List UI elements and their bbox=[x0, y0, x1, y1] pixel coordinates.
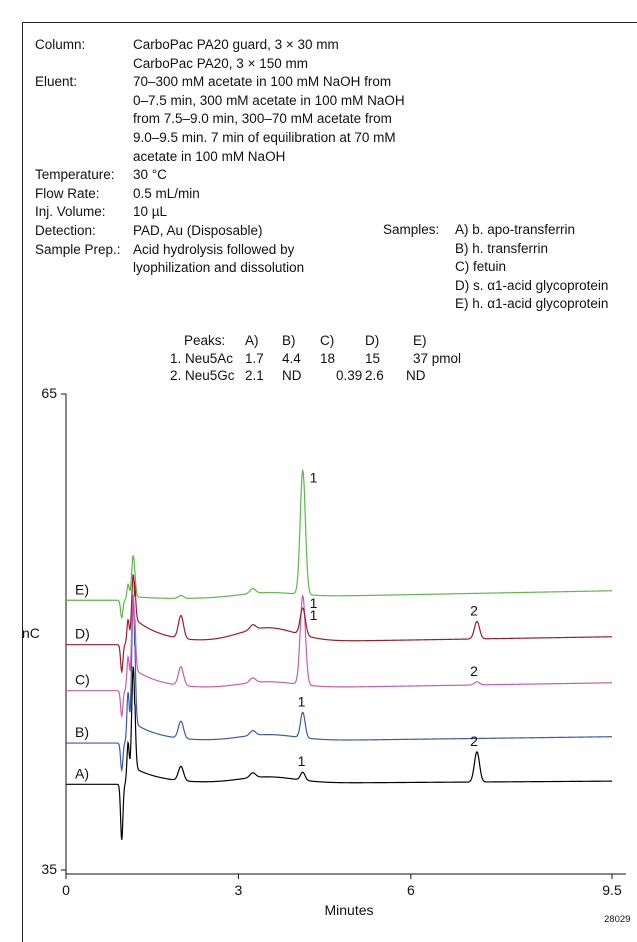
figure-frame bbox=[22, 22, 637, 942]
sample-item: D) s. α1-acid glycoprotein bbox=[455, 277, 609, 293]
figure-id: 28029 bbox=[604, 914, 630, 925]
samples-label: Samples: bbox=[383, 222, 440, 237]
trace-b bbox=[66, 598, 613, 773]
peaks-header-cell: B) bbox=[282, 333, 296, 348]
x-axis-label: Minutes bbox=[324, 902, 373, 918]
peak-label: 1 bbox=[310, 470, 318, 486]
peaks-header-cell: Peaks: bbox=[184, 333, 226, 348]
condition-value: 10 µL bbox=[133, 204, 168, 220]
peaks-cell: 1.7 bbox=[245, 350, 264, 366]
y-tick-label: 65 bbox=[41, 385, 57, 401]
x-tick-label: 6 bbox=[407, 882, 415, 898]
x-tick-label: 3 bbox=[235, 882, 243, 898]
sample-item: C) fetuin bbox=[455, 259, 507, 275]
chart-marks: A) 1 2 B) 1 C) 1 2 D) 1 2 E) 1 bbox=[75, 470, 478, 782]
peak-label: 2 bbox=[470, 733, 478, 749]
peaks-cell: 37 pmol bbox=[413, 350, 462, 366]
trace-label: A) bbox=[75, 765, 89, 781]
peaks-cell: ND bbox=[282, 368, 302, 383]
peaks-cell: 2.1 bbox=[245, 368, 264, 383]
peaks-cell: 1. Neu5Ac bbox=[170, 350, 234, 366]
condition-value: 9.0–9.5 min. 7 min of equilibration at 7… bbox=[133, 130, 396, 145]
peak-label: 2 bbox=[470, 602, 478, 618]
trace-a bbox=[66, 665, 612, 840]
condition-value: 30 °C bbox=[133, 167, 167, 183]
y-axis-label: nC bbox=[22, 625, 40, 641]
condition-label: Column: bbox=[35, 37, 86, 52]
peaks-cell: 15 bbox=[365, 350, 381, 366]
trace-c bbox=[66, 594, 613, 719]
condition-value: 70–300 mM acetate in 100 mM NaOH from bbox=[133, 74, 392, 90]
peaks-cell: 2.6 bbox=[365, 368, 384, 383]
x-tick-label: 9.5 bbox=[602, 882, 622, 898]
chart-axes: 65 35 0 3 6 9.5 Minutes nC 28029 bbox=[22, 385, 630, 925]
x-tick-label: 0 bbox=[62, 882, 70, 898]
sample-item: B) h. transferrin bbox=[455, 240, 549, 256]
condition-value: Acid hydrolysis followed by bbox=[133, 241, 295, 257]
condition-label: Eluent: bbox=[35, 74, 78, 90]
condition-value: PAD, Au (Disposable) bbox=[133, 223, 263, 238]
condition-value: lyophilization and dissolution bbox=[133, 260, 305, 276]
sample-item: E) h. α1-acid glycoprotein bbox=[455, 296, 609, 312]
peak-label: 1 bbox=[298, 693, 306, 709]
y-tick-label: 35 bbox=[41, 861, 57, 877]
trace-d bbox=[66, 573, 613, 674]
chart-traces bbox=[66, 468, 613, 840]
condition-label: Inj. Volume: bbox=[35, 204, 106, 220]
peak-label: 1 bbox=[310, 607, 318, 623]
peaks-header-cell: C) bbox=[320, 333, 335, 348]
peaks-cell: 18 bbox=[320, 350, 336, 366]
peaks-cell: 4.4 bbox=[282, 350, 301, 366]
condition-value: acetate in 100 mM NaOH bbox=[133, 148, 286, 164]
peaks-cell: ND bbox=[406, 368, 426, 383]
trace-label: E) bbox=[75, 581, 89, 597]
condition-label: Flow Rate: bbox=[35, 185, 100, 201]
peaks-header-cell: A) bbox=[245, 333, 259, 348]
peaks-cell: 0.39 bbox=[336, 368, 363, 383]
condition-value: CarboPac PA20, 3 × 150 mm bbox=[133, 55, 308, 71]
peaks-cell: 2. Neu5Gc bbox=[170, 368, 235, 383]
sample-item: A) b. apo-transferrin bbox=[455, 222, 576, 237]
condition-value: 0–7.5 min, 300 mM acetate in 100 mM NaOH bbox=[133, 92, 405, 108]
peak-label: 1 bbox=[310, 595, 318, 611]
condition-label: Sample Prep.: bbox=[35, 241, 121, 257]
condition-label: Temperature: bbox=[35, 167, 115, 183]
condition-value: 0.5 mL/min bbox=[133, 185, 200, 201]
peak-label: 2 bbox=[470, 663, 478, 679]
trace-e bbox=[66, 468, 612, 620]
condition-value: from 7.5–9.0 min, 300–70 mM acetate from bbox=[133, 111, 392, 127]
trace-label: B) bbox=[75, 724, 89, 740]
condition-label: Detection: bbox=[35, 223, 96, 238]
peaks-header-cell: E) bbox=[413, 333, 427, 348]
condition-value: CarboPac PA20 guard, 3 × 30 mm bbox=[133, 37, 339, 52]
trace-label: C) bbox=[75, 672, 90, 688]
peaks-header-cell: D) bbox=[365, 333, 380, 348]
peak-label: 1 bbox=[298, 753, 306, 769]
trace-label: D) bbox=[75, 626, 90, 642]
